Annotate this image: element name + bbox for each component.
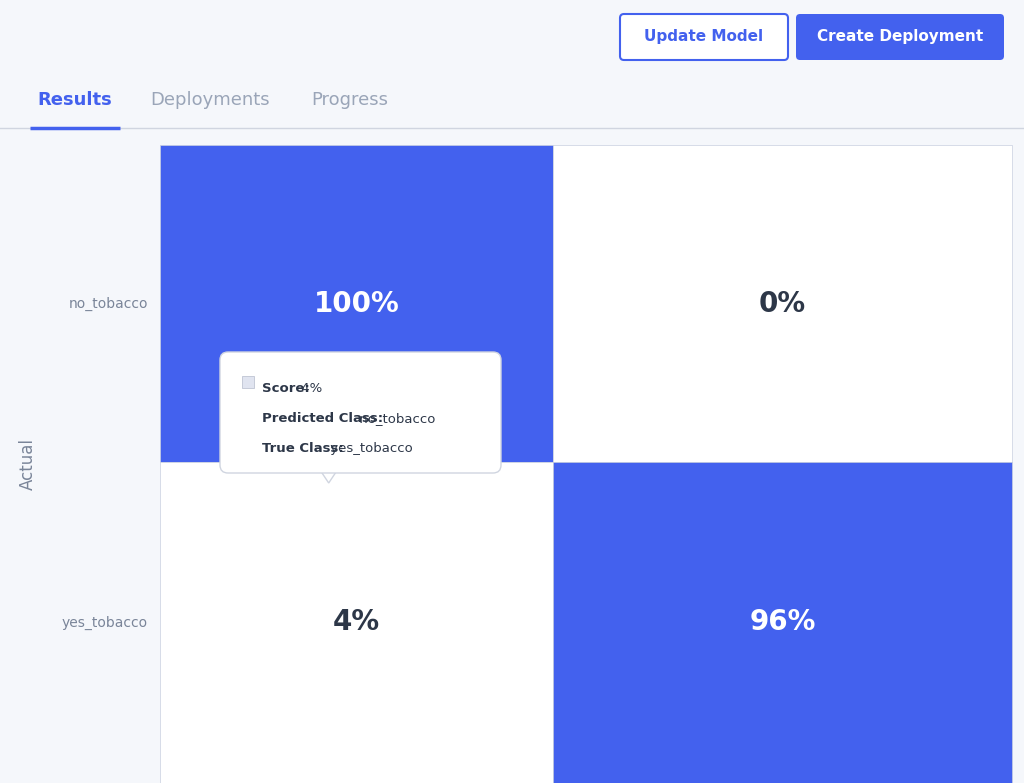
Text: Update Model: Update Model (644, 30, 764, 45)
Text: yes_tobacco: yes_tobacco (326, 442, 413, 455)
FancyBboxPatch shape (0, 70, 1024, 130)
Polygon shape (316, 465, 341, 483)
Text: yes_tobacco: yes_tobacco (61, 615, 148, 630)
Text: 4%: 4% (333, 608, 380, 637)
Text: 0%: 0% (759, 290, 806, 317)
FancyBboxPatch shape (242, 376, 254, 388)
Text: True Class:: True Class: (262, 442, 344, 455)
Text: no_tobacco: no_tobacco (69, 297, 148, 311)
FancyBboxPatch shape (0, 0, 1024, 70)
Text: Results: Results (38, 91, 113, 109)
Text: no_tobacco: no_tobacco (354, 412, 435, 425)
Text: Actual: Actual (19, 438, 37, 490)
FancyBboxPatch shape (553, 145, 1012, 462)
FancyBboxPatch shape (220, 352, 501, 473)
Text: 4%: 4% (297, 382, 323, 395)
Text: 96%: 96% (750, 608, 816, 637)
FancyBboxPatch shape (796, 14, 1004, 60)
FancyBboxPatch shape (160, 462, 553, 783)
FancyBboxPatch shape (160, 145, 553, 462)
Text: Predicted Class:: Predicted Class: (262, 412, 383, 425)
FancyBboxPatch shape (620, 14, 788, 60)
Text: Deployments: Deployments (151, 91, 269, 109)
FancyBboxPatch shape (553, 462, 1012, 783)
Text: 100%: 100% (313, 290, 399, 317)
FancyBboxPatch shape (0, 128, 1024, 783)
Text: Score:: Score: (262, 382, 309, 395)
Text: Progress: Progress (311, 91, 388, 109)
Text: Create Deployment: Create Deployment (817, 30, 983, 45)
